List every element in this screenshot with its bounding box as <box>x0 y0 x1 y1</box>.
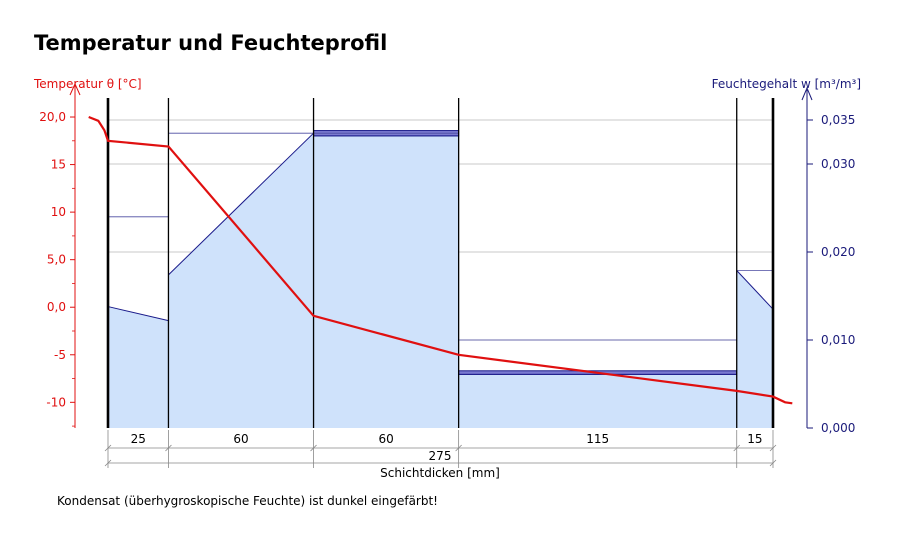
right-axis-label: Feuchtegehalt w [m³/m³] <box>712 77 861 91</box>
left-tick-label: -5 <box>54 348 66 362</box>
left-tick-label: 20,0 <box>39 110 66 124</box>
moisture-areas <box>107 130 774 428</box>
dimension-mark <box>769 444 777 452</box>
right-tick-label: 0,035 <box>821 113 855 127</box>
footnote: Kondensat (überhygroskopische Feuchte) i… <box>57 494 438 508</box>
moisture-area <box>108 306 169 428</box>
layer-thickness-label: 60 <box>378 432 393 446</box>
moisture-area <box>458 374 737 428</box>
left-tick-label: 5,0 <box>47 253 66 267</box>
layer-thickness-label: 60 <box>233 432 248 446</box>
moisture-area <box>736 270 773 428</box>
layer-thickness-label: 115 <box>586 432 609 446</box>
layer-thickness-label: 25 <box>131 432 146 446</box>
chart-title: Temperatur und Feuchteprofil <box>34 31 387 55</box>
layer-boundaries <box>106 98 775 428</box>
left-axis-label: Temperatur θ [°C] <box>33 77 142 91</box>
dimension-mark <box>733 444 741 452</box>
right-tick-label: 0,010 <box>821 333 855 347</box>
left-tick-label: 10 <box>51 205 66 219</box>
dimension-lines <box>104 430 777 468</box>
moisture-line <box>168 132 314 276</box>
saturation-lines <box>108 132 773 341</box>
moisture-line <box>107 306 169 322</box>
dimension-mark <box>455 444 462 452</box>
total-thickness-label: 275 <box>429 449 452 463</box>
dimension-mark <box>165 444 172 452</box>
right-tick-label: 0,030 <box>821 157 855 171</box>
dimension-mark <box>104 444 112 452</box>
dimension-mark <box>104 459 112 467</box>
temperature-line <box>88 115 793 405</box>
left-tick-label: 0,0 <box>47 300 66 314</box>
moisture-area <box>313 135 459 428</box>
right-tick-label: 0,020 <box>821 245 855 259</box>
x-axis-label: Schichtdicken [mm] <box>380 466 500 480</box>
moisture-line <box>736 270 774 310</box>
left-tick-label: 15 <box>51 158 66 172</box>
left-axis: Temperatur θ [°C] 20,0 15 10 5,0 0,0 -5 -10 <box>33 77 142 428</box>
moisture-area <box>168 133 314 428</box>
dimension-mark <box>310 444 317 452</box>
right-tick-label: 0,000 <box>821 421 855 435</box>
dimension-mark <box>769 459 777 467</box>
left-tick-label: -10 <box>46 395 66 409</box>
right-axis: Feuchtegehalt w [m³/m³] 0,035 0,030 0,020 0… <box>712 77 861 435</box>
layer-thickness-label: 15 <box>747 432 762 446</box>
